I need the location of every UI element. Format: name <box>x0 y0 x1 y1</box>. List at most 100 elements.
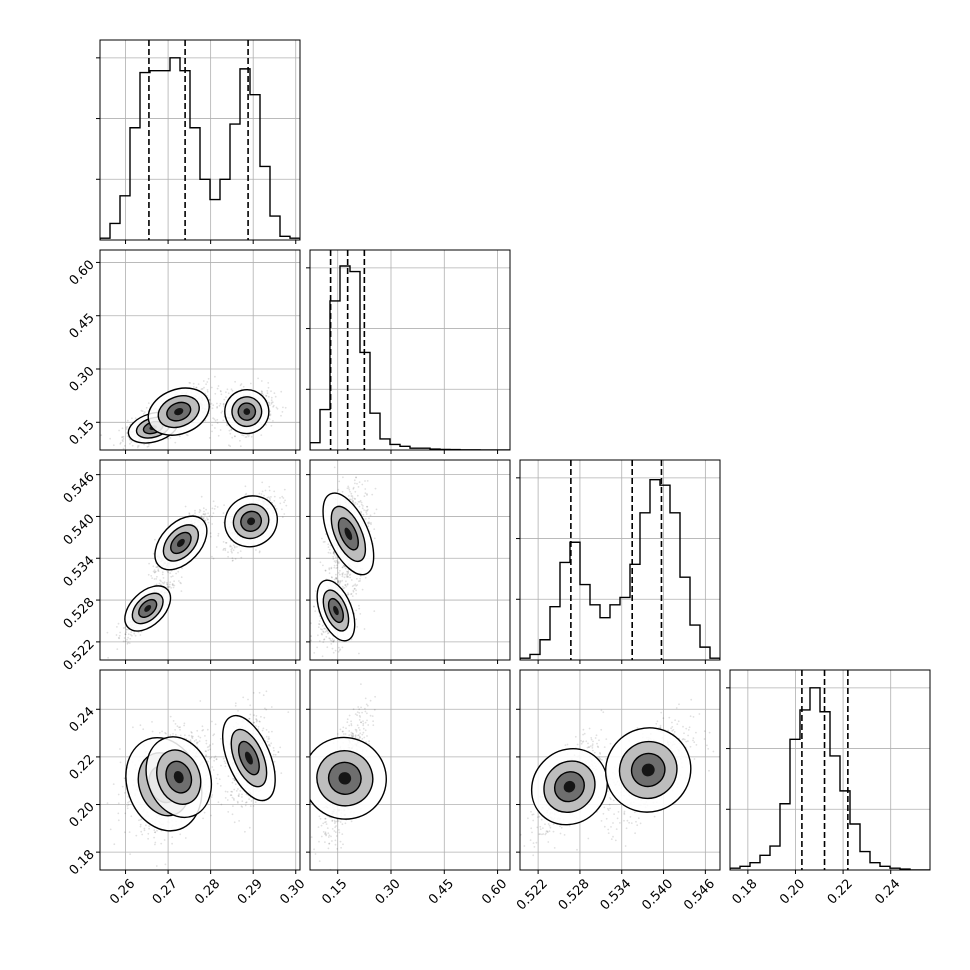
scatter-point <box>332 551 335 554</box>
scatter-point <box>174 729 177 731</box>
scatter-point <box>355 584 357 587</box>
scatter-point <box>350 495 353 497</box>
contour-line <box>224 389 270 435</box>
scatter-point <box>219 429 222 431</box>
scatter-point <box>225 541 227 544</box>
scatter-point <box>131 417 133 420</box>
scatter-point <box>158 731 161 734</box>
scatter-point <box>273 490 276 493</box>
scatter-point <box>129 637 132 640</box>
scatter-point <box>218 404 221 407</box>
scatter-point <box>206 381 209 383</box>
scatter-point <box>364 518 367 520</box>
scatter-point <box>191 737 194 740</box>
scatter-point <box>212 404 215 407</box>
scatter-point <box>198 740 201 742</box>
scatter-point <box>222 405 225 407</box>
scatter-point <box>328 637 331 640</box>
scatter-point <box>205 755 207 757</box>
histogram-panel-1 <box>306 249 511 454</box>
scatter-point <box>184 734 186 737</box>
scatter-point <box>339 573 341 576</box>
scatter-point <box>330 566 333 569</box>
scatter-point <box>128 831 131 833</box>
scatter-point <box>202 817 205 820</box>
scatter-point <box>347 572 350 575</box>
scatter-point <box>128 642 131 644</box>
scatter-point <box>352 486 355 489</box>
scatter-point <box>366 494 368 496</box>
scatter-point <box>366 480 369 482</box>
scatter-point <box>318 615 321 617</box>
scatter-point <box>181 567 184 570</box>
scatter-point <box>166 584 169 586</box>
scatter-point <box>272 404 275 407</box>
scatter-point <box>364 492 367 495</box>
scatter-point <box>370 522 372 524</box>
scatter-point <box>349 576 351 579</box>
scatter-point <box>204 512 207 515</box>
scatter-point <box>117 793 120 796</box>
scatter-point <box>205 742 208 745</box>
scatter-point <box>139 724 142 727</box>
scatter-point <box>127 641 129 644</box>
scatter-point <box>222 512 225 514</box>
scatter-point <box>122 438 125 440</box>
scatter-point <box>129 442 131 445</box>
scatter-point <box>203 386 205 389</box>
scatter-point <box>223 398 226 401</box>
scatter-point <box>151 721 153 723</box>
scatter-point <box>147 445 150 448</box>
scatter-point <box>231 557 234 559</box>
scatter-point <box>260 390 263 393</box>
scatter-point <box>337 562 340 565</box>
scatter-point <box>339 580 342 583</box>
panel-content <box>100 40 300 240</box>
scatter-point <box>228 444 230 447</box>
scatter-point <box>125 426 128 429</box>
scatter-point <box>168 585 171 588</box>
contour-line <box>131 592 164 625</box>
scatter-point <box>208 437 211 439</box>
scatter-point <box>166 570 169 573</box>
scatter-point <box>156 829 158 832</box>
scatter-point <box>202 513 205 515</box>
scatter-point <box>348 488 351 491</box>
scatter-point <box>348 574 351 576</box>
scatter-point <box>269 413 272 416</box>
scatter-point <box>202 517 205 520</box>
scatter-point <box>339 569 341 572</box>
scatter-point <box>329 639 332 642</box>
scatter-panel-0-1: 0.150.300.450.60 <box>67 249 301 454</box>
scatter-point <box>203 510 205 513</box>
scatter-point <box>347 571 349 574</box>
scatter-point <box>203 811 206 814</box>
scatter-point <box>240 383 243 385</box>
scatter-point <box>361 588 364 591</box>
scatter-point <box>352 488 355 490</box>
scatter-point <box>258 551 261 554</box>
scatter-point <box>166 583 168 585</box>
scatter-point <box>350 592 353 595</box>
scatter-point <box>270 396 273 399</box>
scatter-point <box>188 513 191 515</box>
scatter-point <box>359 577 361 580</box>
scatter-point <box>170 575 173 578</box>
scatter-point <box>310 635 313 638</box>
scatter-point <box>107 656 109 659</box>
scatter-point <box>166 586 169 588</box>
scatter-point <box>196 742 199 745</box>
scatter-point <box>285 504 288 507</box>
panel-content <box>310 466 378 660</box>
scatter-point <box>324 569 327 572</box>
scatter-point <box>322 541 325 543</box>
scatter-point <box>204 419 207 422</box>
scatter-point <box>265 395 268 397</box>
scatter-point <box>357 486 360 488</box>
scatter-point <box>123 831 126 834</box>
scatter-point <box>349 573 352 576</box>
scatter-point <box>335 567 338 570</box>
scatter-point <box>132 726 134 729</box>
scatter-point <box>367 522 370 525</box>
scatter-point <box>230 550 233 553</box>
